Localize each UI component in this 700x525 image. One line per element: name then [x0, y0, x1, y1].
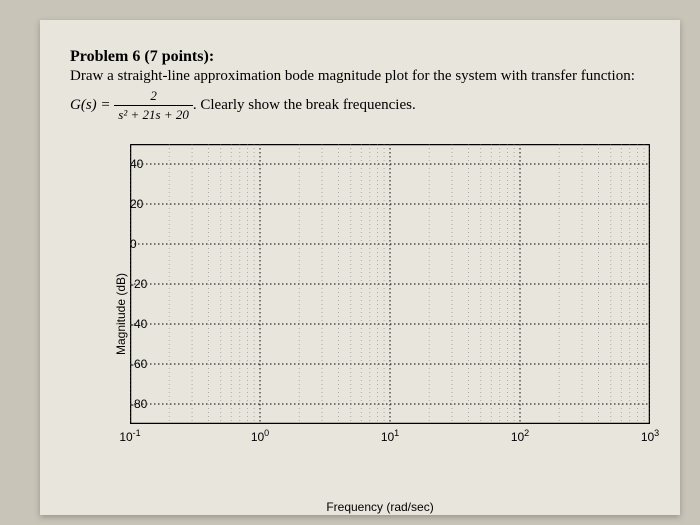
eq-numerator: 2	[114, 87, 193, 106]
page: Problem 6 (7 points): Draw a straight-li…	[40, 20, 680, 515]
eq-denominator: s² + 21s + 20	[114, 106, 193, 124]
x-tick-label: 103	[641, 424, 659, 444]
x-tick-label: 10-1	[119, 424, 140, 444]
problem-heading: Problem 6 (7 points):	[70, 48, 650, 66]
eq-fraction: 2 s² + 21s + 20	[114, 87, 193, 124]
x-axis-label: Frequency (rad/sec)	[326, 500, 433, 514]
eq-lhs: G(s) =	[70, 97, 111, 113]
grid-svg	[130, 144, 650, 424]
x-tick-label: 101	[381, 424, 399, 444]
x-tick-label: 100	[251, 424, 269, 444]
problem-statement: Draw a straight-line approximation bode …	[70, 66, 650, 124]
bode-chart: Magnitude (dB) Frequency (rad/sec) 40200…	[100, 144, 660, 484]
x-tick-label: 102	[511, 424, 529, 444]
problem-line2-tail: . Clearly show the break frequencies.	[193, 97, 416, 113]
y-axis-label: Magnitude (dB)	[114, 273, 128, 355]
problem-line1: Draw a straight-line approximation bode …	[70, 68, 635, 84]
